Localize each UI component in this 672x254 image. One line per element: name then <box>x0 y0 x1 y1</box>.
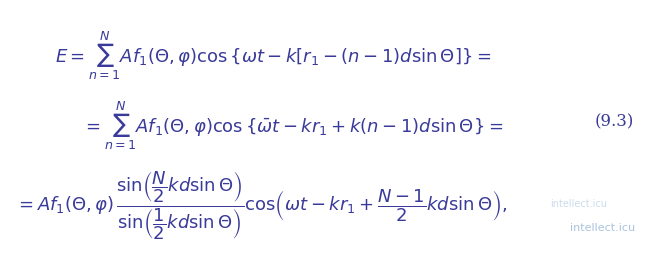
Text: intellect.icu: intellect.icu <box>550 199 607 210</box>
Text: $E = \sum_{n=1}^{N} Af_1(\Theta,\varphi)\cos\{\omega t - k[r_1 - (n-1)d\sin\Thet: $E = \sum_{n=1}^{N} Af_1(\Theta,\varphi)… <box>55 29 491 82</box>
Text: $= \sum_{n=1}^{N} Af_1(\Theta,\varphi)\cos\{\bar{\omega} t - kr_1 + k(n-1)d\sin\: $= \sum_{n=1}^{N} Af_1(\Theta,\varphi)\c… <box>82 99 503 152</box>
Text: intellect.icu: intellect.icu <box>571 223 635 233</box>
Text: $= Af_1(\Theta,\varphi)\,\dfrac{\sin\!\left(\dfrac{N}{2}kd\sin\Theta\right)}{\si: $= Af_1(\Theta,\varphi)\,\dfrac{\sin\!\l… <box>15 169 507 242</box>
Text: (9.3): (9.3) <box>595 113 634 130</box>
